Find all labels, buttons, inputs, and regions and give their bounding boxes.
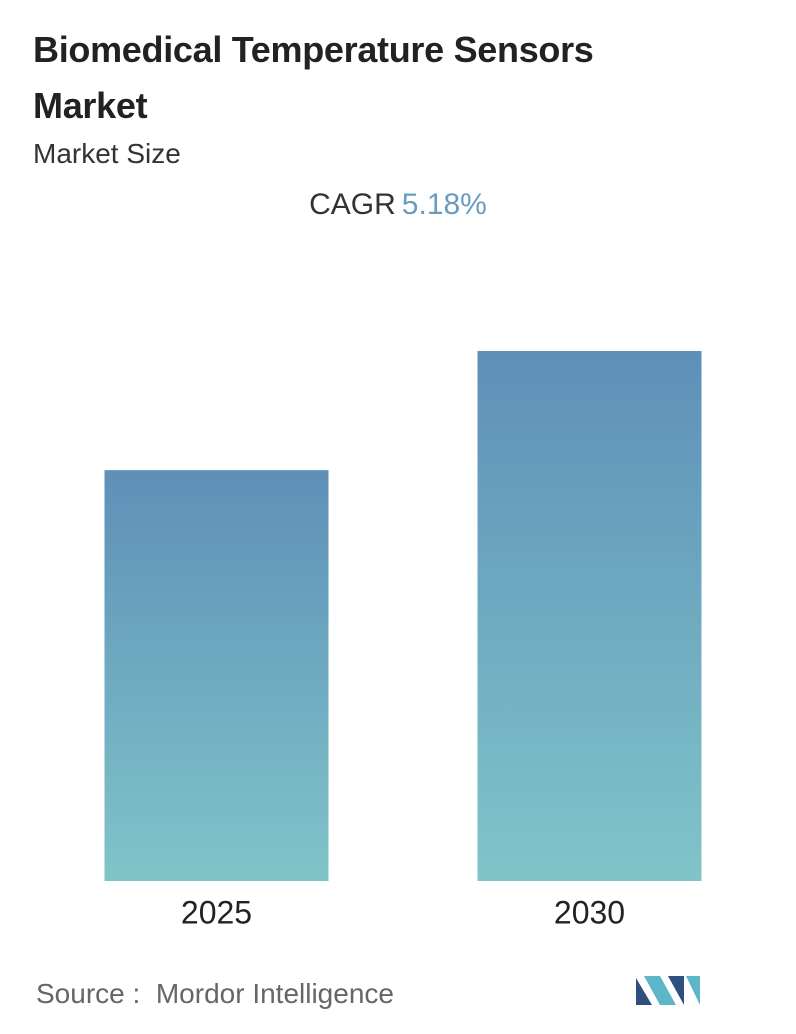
cagr: CAGR 5.18% [0,188,796,222]
source-label: Source : [36,978,141,1009]
chart-subtitle: Market Size [33,138,181,169]
cagr-value: 5.18% [401,188,487,221]
x-tick-label: 2025 [181,894,252,930]
source-name: Mordor Intelligence [155,978,394,1009]
cagr-label: CAGR [309,188,396,221]
bar [104,470,329,881]
logo [636,976,700,1005]
x-tick-label: 2030 [554,894,625,930]
chart-title: Biomedical Temperature Sensors Market [33,29,594,126]
source: Source : Mordor Intelligence [36,978,394,1010]
bar [477,351,702,881]
